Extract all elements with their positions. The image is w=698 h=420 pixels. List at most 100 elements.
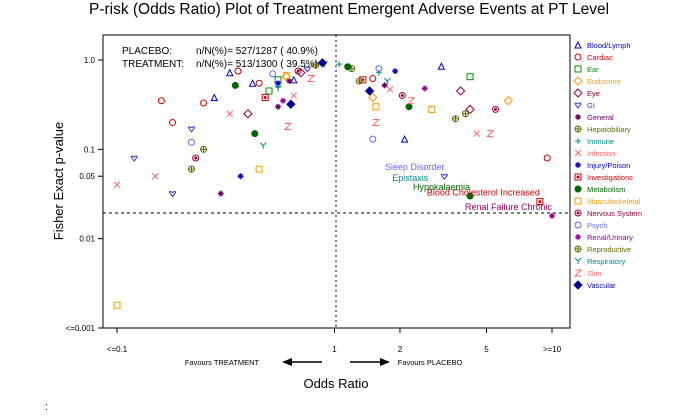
legend-label: Cardiac	[587, 53, 613, 62]
legend-marker	[575, 138, 581, 144]
legend-label: Respiratory	[587, 257, 626, 266]
data-point	[261, 94, 269, 102]
y-axis: <=0.001 0.01 0.05 0.1 1.0	[66, 56, 103, 333]
data-point	[151, 172, 159, 180]
data-point	[536, 198, 544, 206]
data-point	[169, 118, 177, 126]
data-point	[275, 80, 282, 87]
data-point	[317, 58, 328, 68]
data-points	[113, 58, 555, 309]
data-point	[255, 165, 263, 173]
legend-label: Nervous System	[587, 209, 642, 218]
legend-marker	[574, 257, 582, 264]
data-point	[392, 68, 399, 75]
data-point	[372, 103, 380, 111]
legend-marker	[573, 269, 583, 277]
legend-marker	[574, 40, 582, 49]
data-point	[157, 97, 165, 105]
y-tick-label: 0.1	[84, 145, 96, 154]
data-point	[187, 138, 195, 146]
legend-label: Psych	[587, 221, 607, 230]
x-tick-label: 1	[332, 345, 337, 354]
data-point	[473, 130, 480, 137]
data-point	[369, 75, 377, 83]
legend-label: Vascular	[587, 281, 616, 290]
legend-marker	[574, 53, 582, 61]
legend-label: GI	[587, 101, 595, 110]
data-point	[243, 109, 253, 119]
data-point	[234, 67, 242, 75]
data-point	[375, 69, 382, 76]
data-point	[406, 97, 416, 105]
data-point	[269, 70, 277, 78]
legend-marker	[574, 65, 582, 73]
legend-label: General	[587, 113, 614, 122]
data-point	[359, 76, 367, 84]
data-point	[289, 75, 298, 84]
data-point	[225, 68, 234, 77]
legend-label: Hepatobiliary	[587, 125, 631, 134]
legend-label: Investigations	[587, 173, 633, 182]
data-point	[192, 154, 200, 162]
annotation-label: Renal Failure Chronic	[465, 202, 553, 212]
legend: Blood/Lymph Cardiac Ear Endocrine Eye GI Gener…	[573, 40, 642, 290]
legend-marker	[574, 102, 582, 109]
legend-label: Reproductive	[587, 245, 631, 254]
data-point	[405, 103, 413, 111]
data-point	[187, 165, 195, 173]
annotation-label: Blood Cholesterol Increased	[427, 188, 540, 198]
favours-placebo-arrowhead	[380, 358, 390, 366]
data-point	[217, 190, 224, 197]
x-axis: <=0.1 1 2 5 >=10	[107, 328, 562, 354]
y-tick-label: 0.05	[79, 172, 95, 181]
data-point	[492, 105, 500, 113]
data-point	[421, 85, 428, 92]
data-point	[113, 301, 121, 309]
data-point	[312, 61, 320, 69]
data-point	[369, 135, 377, 143]
data-point	[286, 99, 296, 109]
data-point	[255, 79, 263, 87]
favours-labels: Favours TREATMENT Favours PLACEBO	[185, 358, 462, 367]
data-point	[386, 85, 394, 93]
data-point	[549, 212, 555, 219]
legend-label: Renal/Urinary	[587, 233, 633, 242]
y-axis-label: Fisher Exact p-value	[51, 122, 66, 241]
y-tick-label: 0.01	[79, 235, 95, 244]
x-tick-label: >=10	[543, 345, 562, 354]
x-tick-label: 2	[398, 345, 403, 354]
legend-marker	[574, 125, 582, 133]
x-axis-label: Odds Ratio	[303, 376, 368, 391]
data-point	[455, 86, 466, 96]
legend-marker	[574, 173, 582, 181]
data-point	[461, 110, 469, 118]
annotation-label: Hypokalaemia	[413, 182, 470, 192]
data-point	[251, 130, 259, 138]
chart-title: P-risk (Odds Ratio) Plot of Treatment Em…	[89, 1, 609, 18]
legend-marker	[574, 221, 582, 229]
legend-marker	[574, 245, 582, 253]
data-point	[275, 103, 282, 110]
data-point	[371, 118, 381, 126]
summary-treatment-label: TREATMENT:	[122, 59, 184, 70]
data-point	[265, 87, 273, 95]
legend-marker	[575, 234, 581, 240]
summary-placebo-value: n/N(%)= 527/1287 ( 40.9%)	[196, 46, 318, 57]
data-point	[465, 104, 475, 115]
data-point	[231, 81, 239, 89]
data-point	[280, 97, 287, 104]
data-point	[398, 92, 406, 100]
data-point	[451, 115, 459, 123]
x-tick-label: <=0.1	[107, 345, 128, 354]
summary-box: PLACEBO: n/N(%)= 527/1287 ( 40.9%) TREAT…	[122, 46, 318, 70]
legend-marker	[575, 114, 581, 120]
data-point	[375, 65, 383, 73]
data-point	[400, 135, 409, 143]
summary-placebo-label: PLACEBO:	[122, 46, 172, 57]
legend-marker	[573, 280, 583, 290]
legend-marker	[574, 209, 582, 217]
data-point	[364, 86, 375, 96]
data-point	[283, 123, 293, 131]
data-point	[274, 85, 282, 92]
